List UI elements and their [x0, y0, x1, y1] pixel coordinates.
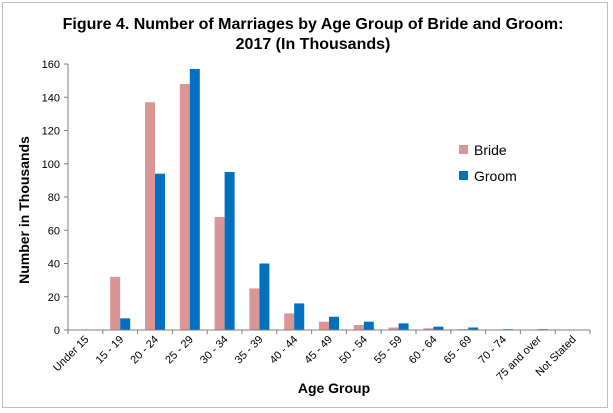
legend-label-bride: Bride	[474, 142, 507, 158]
x-tick-label: 30 - 34	[198, 334, 231, 367]
bar-bride-3	[179, 83, 190, 330]
y-tick-label: 60	[48, 225, 60, 237]
y-axis-ticks: 0 20 40 60 80 100 120 140 160	[42, 59, 68, 337]
bar-groom-4	[224, 172, 235, 330]
y-tick-label: 40	[48, 259, 60, 271]
bar-bride-9	[388, 327, 399, 330]
bar-bride-8	[353, 325, 364, 330]
legend-swatch-groom	[459, 171, 468, 180]
chart-title-line1: Figure 4. Number of Marriages by Age Gro…	[63, 16, 564, 33]
bar-groom-1	[120, 318, 131, 330]
y-tick-label: 20	[48, 292, 60, 304]
bar-bride-5	[249, 288, 260, 330]
x-tick-label: 20 - 24	[128, 334, 161, 367]
bar-bride-2	[145, 102, 155, 331]
x-tick-label: 25 - 29	[163, 334, 196, 367]
bar-groom-10	[433, 326, 444, 330]
bar-groom-7	[329, 316, 339, 330]
y-tick-label: 160	[42, 59, 60, 71]
y-axis-title: Number in Thousands	[16, 136, 32, 284]
x-tick-label: 40 - 44	[268, 334, 301, 367]
x-tick-label: 60 - 64	[407, 334, 440, 367]
x-tick-label: 55 - 59	[372, 334, 405, 367]
x-axis-ticks: Under 15 15 - 19 20 - 24 25 - 29 30 - 34 35 -…	[51, 330, 591, 383]
x-axis-title: Age Group	[298, 380, 370, 396]
bar-bride-1	[110, 276, 121, 330]
bar-groom-6	[294, 303, 305, 330]
bar-bride-6	[284, 313, 295, 331]
bar-groom-3	[189, 68, 200, 331]
x-tick-label: 65 - 69	[442, 334, 475, 367]
x-tick-label: Under 15	[51, 334, 91, 374]
bar-bride-7	[319, 321, 329, 330]
x-tick-label: 45 - 49	[302, 334, 335, 367]
y-tick-label: 100	[42, 159, 60, 171]
bar-bride-10	[423, 328, 434, 330]
legend-swatch-bride	[459, 145, 468, 154]
bars	[75, 68, 548, 331]
legend-label-groom: Groom	[474, 168, 517, 184]
y-tick-label: 0	[54, 325, 60, 337]
y-tick-label: 140	[42, 92, 60, 104]
x-tick-label: 15 - 19	[94, 334, 127, 367]
x-tick-label: 35 - 39	[233, 334, 266, 367]
bar-groom-8	[363, 321, 374, 330]
bar-groom-5	[259, 263, 270, 330]
legend: Bride Groom	[459, 142, 517, 184]
y-tick-label: 80	[48, 192, 60, 204]
y-tick-label: 120	[42, 126, 60, 138]
x-tick-label: 70 - 74	[476, 334, 509, 367]
bar-groom-2	[155, 173, 165, 330]
chart-title-line2: 2017 (In Thousands)	[236, 36, 391, 53]
axes	[67, 64, 590, 331]
bar-bride-4	[214, 216, 225, 330]
chart-frame	[2, 2, 608, 408]
x-tick-label: 50 - 54	[337, 334, 370, 367]
bar-groom-9	[398, 323, 409, 330]
bar-groom-11	[468, 327, 479, 330]
